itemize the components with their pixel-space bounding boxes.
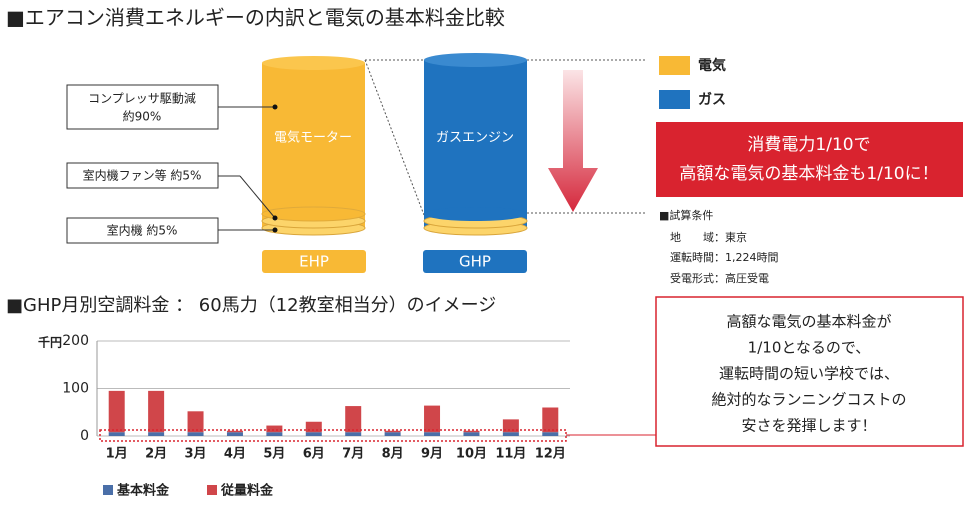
- x-tick-label: 9月: [421, 447, 443, 462]
- ehp-cylinder: [261, 56, 366, 236]
- bar-segment: [148, 432, 165, 436]
- bar-segment: [226, 432, 243, 436]
- conditions-line: 地 域：東京: [670, 230, 747, 244]
- bar-segment: [226, 430, 243, 433]
- highlight-text: 高額な電気の基本料金も1/10に！: [679, 164, 938, 184]
- legend-swatch: [207, 485, 217, 495]
- label-box: [262, 250, 366, 273]
- callout-box: [66, 162, 219, 189]
- cylinder-label: EHP: [299, 253, 329, 271]
- title: ■エアコン消費エネルギーの内訳と電気の基本料金比較: [6, 6, 505, 30]
- y-axis-unit: 千円: [38, 335, 62, 350]
- bar-segment: [542, 407, 559, 433]
- highlight-outline: [99, 429, 567, 442]
- conditions-heading: ■試算条件: [659, 208, 713, 222]
- bar-segment: [345, 406, 362, 433]
- legend-swatch: [659, 90, 690, 109]
- bar-segment: [384, 432, 401, 436]
- y-tick-label: 200: [62, 333, 89, 349]
- x-tick-label: 5月: [263, 447, 285, 462]
- x-tick-label: 12月: [535, 447, 566, 462]
- cylinder-text: ガスエンジン: [436, 131, 514, 146]
- bar-segment: [266, 432, 283, 436]
- legend-swatch: [103, 485, 113, 495]
- cylinder-text: 電気モーター: [274, 130, 352, 146]
- legend-label: 基本料金: [116, 483, 170, 499]
- x-tick-label: 8月: [382, 447, 404, 462]
- x-tick-label: 2月: [145, 447, 167, 462]
- callout-text: コンプレッサ駆動減: [88, 91, 196, 106]
- bar-segment: [108, 390, 125, 433]
- bar-segment: [542, 432, 559, 436]
- message-text: 高額な電気の基本料金が: [726, 313, 891, 331]
- bar-segment: [305, 432, 322, 436]
- title: ■GHP月別空調料金 ： 60馬力（12教室相当分）のイメージ: [6, 295, 496, 316]
- bar-segment: [345, 432, 362, 436]
- bar-segment: [108, 432, 125, 436]
- x-tick-label: 10月: [456, 447, 487, 462]
- conditions-line: 運転時間：1,224時間: [670, 251, 779, 264]
- cylinder-label: GHP: [459, 253, 491, 271]
- bar-segment: [502, 419, 519, 433]
- legend-label: ガス: [698, 92, 726, 108]
- ghp-cylinder: [423, 53, 528, 236]
- legend-swatch: [659, 56, 690, 75]
- bar-segment: [266, 425, 283, 433]
- x-tick-label: 1月: [106, 447, 128, 462]
- bar-segment: [463, 430, 480, 433]
- legend-label: 電気: [698, 57, 726, 74]
- connectors: [364, 59, 645, 216]
- bar-segment: [187, 432, 204, 436]
- x-tick-label: 7月: [342, 447, 364, 462]
- message-text: 1/10となるので、: [748, 339, 871, 357]
- callout-text: 室内機 約5%: [107, 223, 178, 238]
- label-box: [423, 250, 527, 273]
- callout-text: 約90%: [123, 109, 162, 124]
- message-text: 運転時間の短い学校では、: [719, 365, 899, 383]
- bar-segment: [424, 432, 441, 436]
- bar-segment: [187, 411, 204, 433]
- callout-box: [66, 84, 219, 130]
- y-tick-label: 0: [80, 428, 89, 444]
- x-tick-label: 6月: [303, 447, 325, 462]
- callout-box: [66, 217, 219, 244]
- message-text: 絶対的なランニングコストの: [711, 391, 906, 409]
- message-box: [655, 296, 964, 447]
- message-text: 安さを発揮します！: [741, 417, 876, 435]
- x-tick-label: 4月: [224, 447, 246, 462]
- callout-lines: [218, 106, 276, 231]
- y-tick-label: 100: [62, 381, 89, 397]
- bar-segment: [384, 430, 401, 433]
- x-tick-label: 11月: [495, 447, 526, 462]
- highlight-box: [656, 122, 963, 197]
- callout-text: 室内機ファン等 約5%: [83, 168, 202, 183]
- legend-label: 従量料金: [220, 483, 274, 499]
- bar-segment: [502, 432, 519, 436]
- x-tick-label: 3月: [185, 447, 207, 462]
- bar-segment: [148, 390, 165, 433]
- bar-segment: [424, 405, 441, 433]
- callout-dots: [272, 104, 278, 233]
- bar-segment: [305, 421, 322, 433]
- conditions-line: 受電形式：高圧受電: [670, 271, 769, 285]
- bar-segment: [463, 432, 480, 436]
- highlight-text: 消費電力1/10で: [747, 135, 870, 155]
- down-arrow: [548, 70, 598, 212]
